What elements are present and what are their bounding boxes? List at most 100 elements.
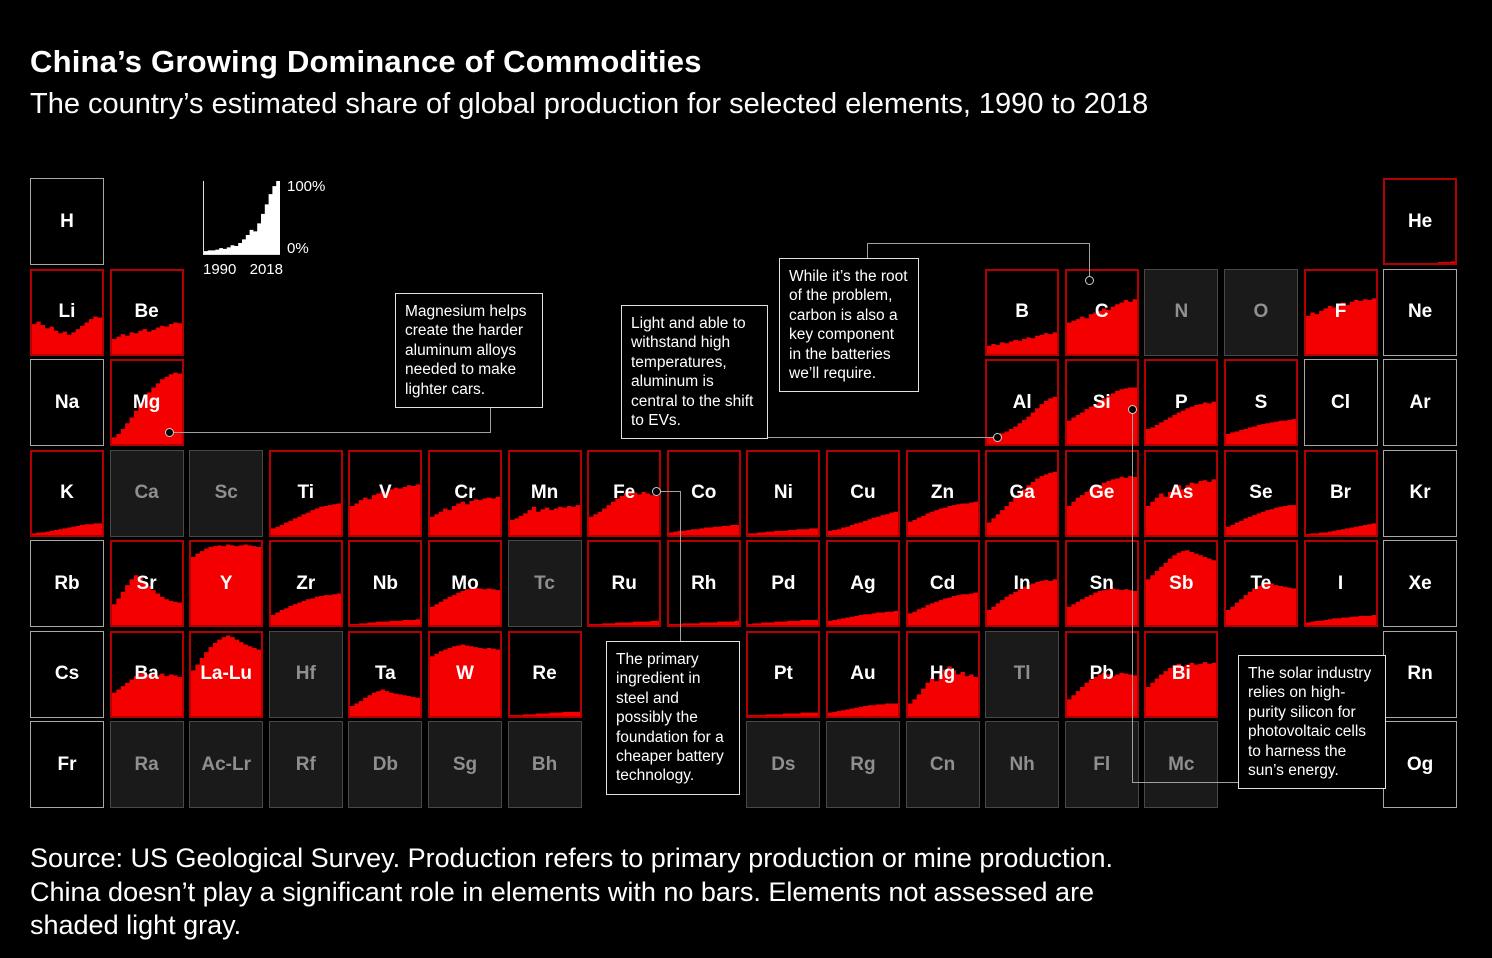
share-chart-si xyxy=(1066,387,1137,444)
periodic-grid: H He Li Be B C N O F Ne Na Mg Al Si P S Cl Ar K Ca Sc Ti V Cr Mn… xyxy=(30,178,1458,808)
share-chart-pd xyxy=(748,620,819,625)
element-cell-ru: Ru xyxy=(587,540,662,627)
carbon-callout-line-v2 xyxy=(1089,243,1090,277)
element-cell-ti: Ti xyxy=(268,449,343,537)
element-cell-p: P xyxy=(1144,359,1219,446)
element-cell-sn: Sn xyxy=(1064,540,1139,627)
element-symbol: Li xyxy=(58,301,76,322)
share-chart-be xyxy=(111,321,182,354)
annotation-aluminum: Light and able to withstand high tempera… xyxy=(621,305,768,440)
element-symbol: Rf xyxy=(295,753,316,775)
element-cell-ba: Ba xyxy=(109,630,184,718)
element-symbol: Br xyxy=(1329,482,1352,503)
element-symbol: Pt xyxy=(773,663,793,684)
element-cell-kr: Kr xyxy=(1383,449,1458,537)
element-symbol: Al xyxy=(1012,391,1032,413)
annotation-magnesium: Magnesium helps create the harder alumin… xyxy=(395,293,543,409)
share-chart-sr xyxy=(111,575,182,625)
element-symbol: C xyxy=(1094,301,1109,322)
element-symbol: Si xyxy=(1092,391,1111,413)
share-chart-s xyxy=(1225,419,1296,444)
element-cell-cr: Cr xyxy=(427,449,502,537)
element-cell-f: F xyxy=(1303,268,1378,356)
element-cell-rn: Rn xyxy=(1383,630,1458,718)
legend-start-year: 1990 xyxy=(203,261,237,278)
element-cell-rg: Rg xyxy=(825,721,900,808)
element-symbol: Fr xyxy=(57,753,77,775)
element-cell-rh: Rh xyxy=(666,540,741,627)
source-note: Source: US Geological Survey. Production… xyxy=(30,842,1113,943)
element-cell-sg: Sg xyxy=(427,721,502,808)
element-symbol: Ac-Lr xyxy=(201,753,251,775)
element-cell-mn: Mn xyxy=(507,449,582,537)
element-symbol: Mo xyxy=(451,572,479,594)
element-cell-zn: Zn xyxy=(905,449,980,537)
element-cell-ne: Ne xyxy=(1383,268,1458,356)
element-cell-ca: Ca xyxy=(109,449,184,537)
element-symbol: Sc xyxy=(214,482,238,503)
element-cell-ge: Ge xyxy=(1064,449,1139,537)
element-cell-fe: Fe xyxy=(587,449,662,537)
legend-chart xyxy=(203,181,280,255)
element-symbol: Cu xyxy=(850,482,876,503)
element-symbol: Ti xyxy=(297,482,315,503)
element-cell-tl: Tl xyxy=(985,630,1060,718)
legend-max-label: 100% xyxy=(287,178,326,195)
element-symbol: Na xyxy=(54,391,80,413)
element-cell-mg: Mg xyxy=(109,359,184,446)
magnesium-callout-marker xyxy=(165,428,174,437)
element-symbol: Cr xyxy=(454,482,476,503)
share-chart-ta xyxy=(350,688,421,716)
legend-sparkline xyxy=(204,181,280,254)
element-symbol: F xyxy=(1334,301,1347,322)
element-symbol: Mg xyxy=(132,391,161,413)
share-chart-mg xyxy=(111,372,182,444)
element-cell-cs: Cs xyxy=(30,630,104,718)
element-symbol: W xyxy=(456,663,474,684)
element-cell-bi: Bi xyxy=(1144,630,1219,718)
element-symbol: Hg xyxy=(929,663,956,684)
element-cell-cu: Cu xyxy=(825,449,900,537)
share-chart-cr xyxy=(429,496,500,535)
element-symbol: Kr xyxy=(1409,482,1431,503)
annotation-iron: The primary ingredient in steel and poss… xyxy=(606,641,740,795)
element-symbol: S xyxy=(1254,391,1268,413)
element-symbol: K xyxy=(60,482,74,503)
share-chart-ni xyxy=(748,527,819,535)
share-chart-ba xyxy=(111,671,182,716)
element-cell-s: S xyxy=(1223,359,1298,446)
element-cell-o: O xyxy=(1223,268,1298,356)
element-cell-og: Og xyxy=(1383,721,1458,808)
element-cell-w: W xyxy=(427,630,502,718)
element-symbol: Ta xyxy=(374,663,396,684)
element-symbol: Ba xyxy=(134,663,159,684)
element-cell-te: Te xyxy=(1223,540,1298,627)
element-symbol: Zr xyxy=(296,572,316,594)
element-cell-si: Si xyxy=(1064,359,1139,446)
element-symbol: Ne xyxy=(1407,301,1433,322)
element-symbol: Ru xyxy=(611,572,637,594)
element-symbol: Zn xyxy=(930,482,955,503)
share-chart-bi xyxy=(1146,661,1217,716)
element-cell-na: Na xyxy=(30,359,104,446)
element-cell-li: Li xyxy=(30,268,104,356)
share-chart-k xyxy=(32,522,102,535)
element-cell-k: K xyxy=(30,449,104,537)
magnesium-callout-line-v xyxy=(490,400,491,433)
element-symbol: Ds xyxy=(771,753,796,775)
element-cell-n: N xyxy=(1144,268,1219,356)
element-cell-ds: Ds xyxy=(746,721,821,808)
legend-min-label: 0% xyxy=(287,240,309,257)
element-cell-xe: Xe xyxy=(1383,540,1458,627)
silicon-callout-line-h xyxy=(1132,782,1238,783)
share-chart-fe xyxy=(589,490,660,535)
legend-end-year: 2018 xyxy=(249,261,283,278)
element-cell-y: Y xyxy=(189,540,264,627)
element-symbol: Ge xyxy=(1089,482,1115,503)
element-symbol: Co xyxy=(691,482,717,503)
element-cell-cd: Cd xyxy=(905,540,980,627)
share-chart-v xyxy=(350,483,421,535)
legend-year-range: 1990 2018 xyxy=(203,261,283,278)
element-cell-ac-lr: Ac-Lr xyxy=(189,721,264,808)
